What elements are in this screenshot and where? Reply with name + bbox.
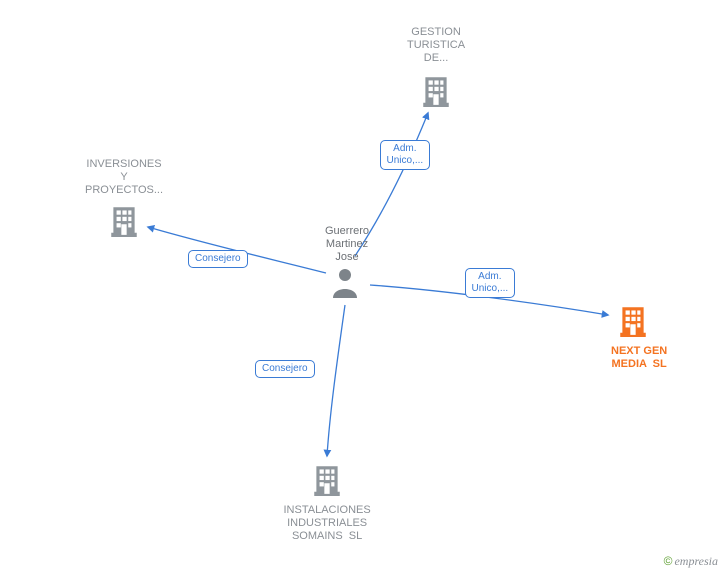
copyright-symbol: © [664, 554, 673, 568]
node-label-left: INVERSIONES Y PROYECTOS... [85, 158, 163, 197]
person-icon [330, 266, 360, 303]
edge-label-top: Adm. Unico,... [380, 140, 431, 170]
edge-label-left: Consejero [188, 250, 248, 268]
copyright-text: empresia [674, 554, 718, 568]
node-label-right: NEXT GEN MEDIA SL [611, 345, 667, 371]
edge-label-right: Adm. Unico,... [465, 268, 516, 298]
node-label-bottom: INSTALACIONES INDUSTRIALES SOMAINS SL [284, 504, 371, 543]
edge-to-bottom [327, 305, 345, 456]
copyright: ©empresia [664, 554, 718, 569]
building-icon [419, 73, 453, 112]
edges-layer [0, 0, 728, 575]
building-icon [616, 303, 650, 342]
edge-label-bottom: Consejero [255, 360, 315, 378]
node-label-top: GESTION TURISTICA DE... [407, 26, 465, 65]
center-node-label: Guerrero Martinez Jose [325, 225, 369, 264]
building-icon [310, 462, 344, 501]
building-icon [107, 203, 141, 242]
